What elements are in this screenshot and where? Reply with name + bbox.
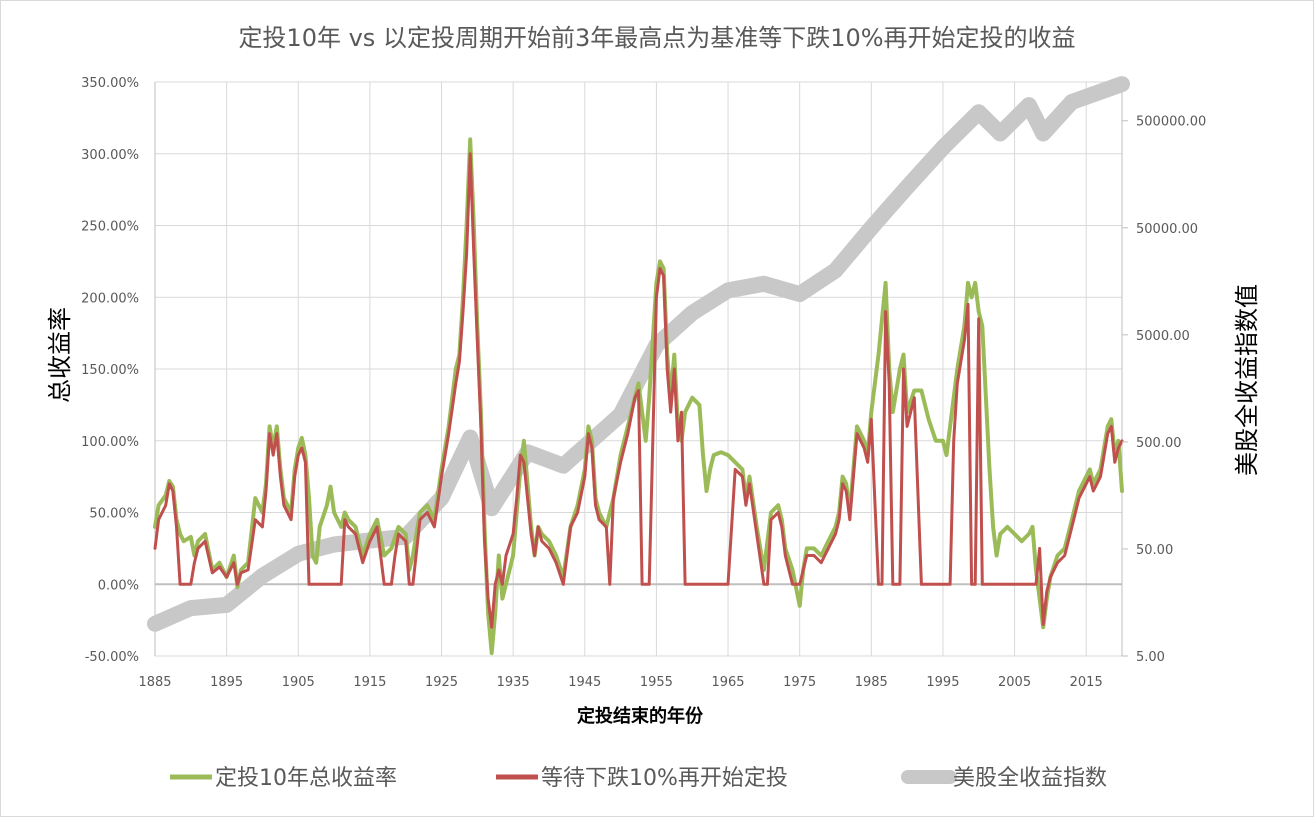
legend: 定投10年总收益率 等待下跌10%再开始定投 美股全收益指数 bbox=[170, 766, 1107, 791]
x-tick-label: 1975 bbox=[783, 675, 816, 690]
y-left-tick-label: 100.00% bbox=[81, 435, 139, 450]
x-tick-label: 2015 bbox=[1070, 675, 1103, 690]
y-left-tick-label: 150.00% bbox=[81, 363, 139, 378]
y-left-tick-label: -50.00% bbox=[85, 650, 139, 665]
y-left-tick-label: 250.00% bbox=[81, 220, 139, 235]
x-tick-label: 1945 bbox=[568, 675, 601, 690]
y-axis-left-title: 总收益率 bbox=[46, 307, 74, 403]
x-tick-label: 1925 bbox=[425, 675, 458, 690]
y-right-tick-label: 500000.00 bbox=[1136, 115, 1206, 130]
x-tick-label: 1895 bbox=[210, 675, 243, 690]
series-line-wait-dip bbox=[153, 152, 1124, 629]
y-left-tick-label: 0.00% bbox=[98, 578, 139, 593]
x-axis-title: 定投结束的年份 bbox=[577, 705, 704, 727]
y-right-tick-label: 5.00 bbox=[1136, 650, 1165, 665]
y-axis-right-title: 美股全收益指数值 bbox=[1233, 284, 1261, 476]
x-tick-label: 2005 bbox=[998, 675, 1031, 690]
x-tick-label: 1915 bbox=[353, 675, 386, 690]
x-tick-label: 1905 bbox=[282, 675, 315, 690]
series-wait-dip-group bbox=[153, 152, 1124, 629]
y-right-tick-label: 50.00 bbox=[1136, 543, 1173, 558]
x-tick-label: 1985 bbox=[855, 675, 888, 690]
axis-ticks: -50.00% 0.00% 50.00% 100.00% 150.00% 200.00% 2… bbox=[81, 76, 1206, 690]
y-right-tick-label: 5000.00 bbox=[1136, 329, 1190, 344]
y-right-tick-label: 500.00 bbox=[1136, 436, 1182, 451]
y-left-tick-label: 200.00% bbox=[81, 291, 139, 306]
legend-label-red: 等待下跌10%再开始定投 bbox=[541, 766, 788, 791]
x-tick-label: 1885 bbox=[138, 675, 171, 690]
x-tick-label: 1955 bbox=[640, 675, 673, 690]
legend-label-gray: 美股全收益指数 bbox=[953, 766, 1107, 791]
x-tick-label: 1965 bbox=[711, 675, 744, 690]
x-tick-label: 1995 bbox=[926, 675, 959, 690]
y-left-tick-label: 350.00% bbox=[81, 76, 139, 91]
y-right-tick-label: 50000.00 bbox=[1136, 222, 1198, 237]
y-left-tick-label: 50.00% bbox=[89, 507, 139, 522]
chart-title: 定投10年 vs 以定投周期开始前3年最高点为基准等下跌10%再开始定投的收益 bbox=[238, 24, 1075, 52]
x-tick-label: 1935 bbox=[497, 675, 530, 690]
y-left-tick-label: 300.00% bbox=[81, 148, 139, 163]
legend-label-green: 定投10年总收益率 bbox=[215, 766, 397, 791]
